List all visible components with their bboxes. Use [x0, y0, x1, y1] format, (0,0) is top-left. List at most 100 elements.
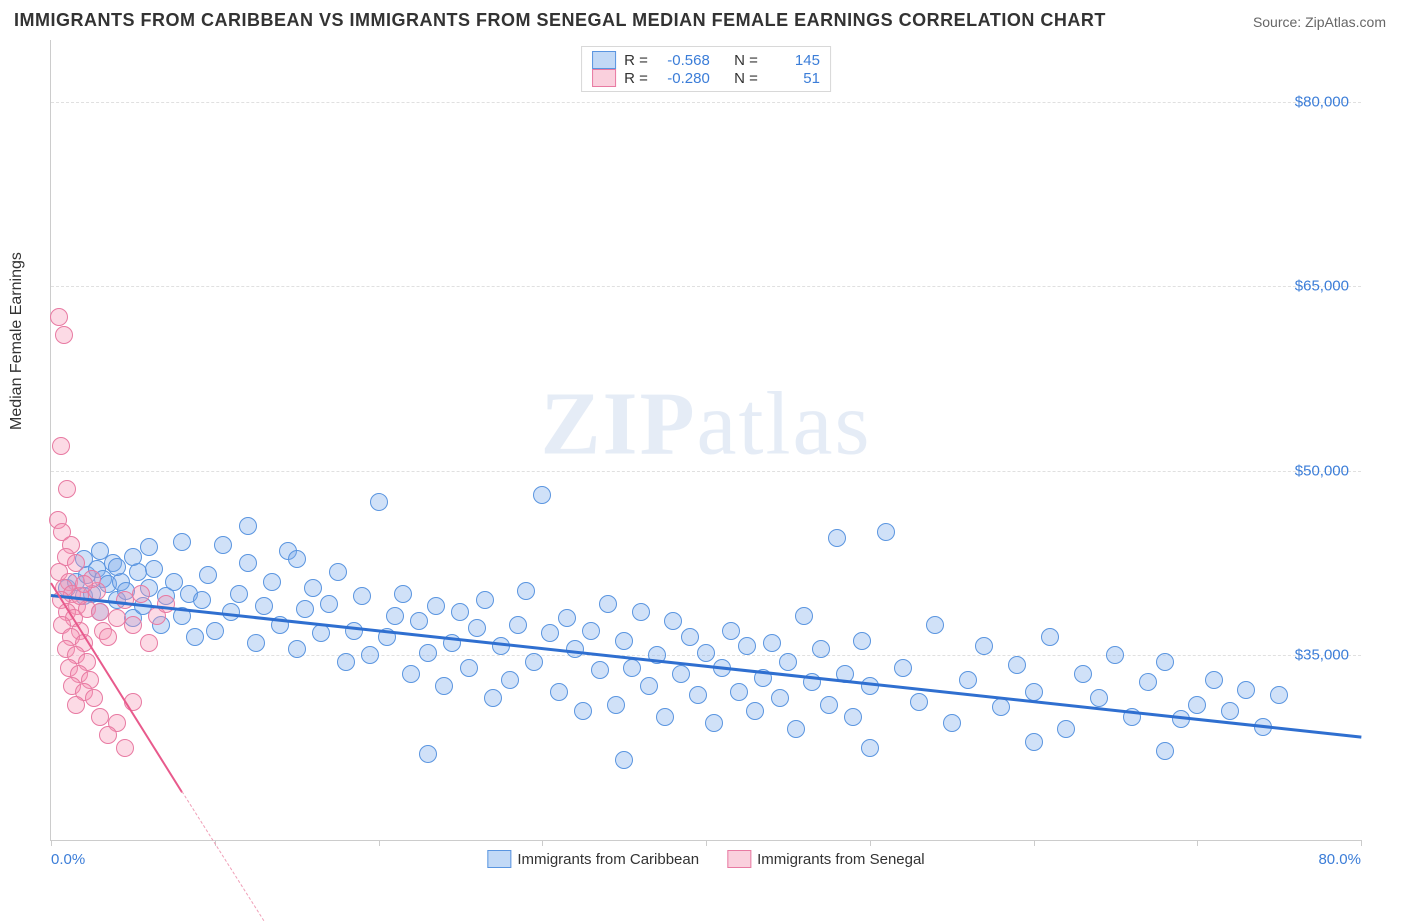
data-point	[484, 689, 502, 707]
data-point	[853, 632, 871, 650]
data-point	[640, 677, 658, 695]
legend-label-senegal: Immigrants from Senegal	[757, 851, 925, 868]
data-point	[1221, 702, 1239, 720]
data-point	[812, 640, 830, 658]
data-point	[296, 600, 314, 618]
data-point	[787, 720, 805, 738]
data-point	[239, 517, 257, 535]
data-point	[1156, 653, 1174, 671]
data-point	[67, 696, 85, 714]
data-point	[230, 585, 248, 603]
legend-item-senegal: Immigrants from Senegal	[727, 850, 925, 868]
data-point	[116, 591, 134, 609]
data-point	[861, 739, 879, 757]
data-point	[795, 607, 813, 625]
data-point	[394, 585, 412, 603]
data-point	[607, 696, 625, 714]
data-point	[1156, 742, 1174, 760]
data-point	[975, 637, 993, 655]
data-point	[124, 616, 142, 634]
data-point	[533, 486, 551, 504]
data-point	[1237, 681, 1255, 699]
data-point	[263, 573, 281, 591]
data-point	[959, 671, 977, 689]
y-tick-label: $65,000	[1295, 278, 1349, 295]
data-point	[402, 665, 420, 683]
y-tick-label: $50,000	[1295, 462, 1349, 479]
data-point	[1041, 628, 1059, 646]
data-point	[435, 677, 453, 695]
data-point	[386, 607, 404, 625]
data-point	[664, 612, 682, 630]
data-point	[1008, 656, 1026, 674]
data-point	[140, 538, 158, 556]
data-point	[67, 554, 85, 572]
data-point	[58, 480, 76, 498]
data-point	[108, 558, 126, 576]
correlation-legend: R = -0.568 N = 145 R = -0.280 N = 51	[581, 46, 831, 92]
series-legend: Immigrants from Caribbean Immigrants fro…	[487, 850, 924, 868]
data-point	[599, 595, 617, 613]
data-point	[140, 634, 158, 652]
data-point	[1057, 720, 1075, 738]
data-point	[99, 628, 117, 646]
data-point	[1106, 646, 1124, 664]
data-point	[460, 659, 478, 677]
data-point	[550, 683, 568, 701]
data-point	[55, 326, 73, 344]
data-point	[943, 714, 961, 732]
data-point	[206, 622, 224, 640]
legend-item-caribbean: Immigrants from Caribbean	[487, 850, 699, 868]
data-point	[877, 523, 895, 541]
data-point	[427, 597, 445, 615]
x-min-label: 0.0%	[51, 851, 85, 868]
swatch-blue	[592, 51, 616, 69]
data-point	[844, 708, 862, 726]
data-point	[361, 646, 379, 664]
data-point	[132, 585, 150, 603]
x-tick	[1034, 840, 1035, 846]
data-point	[468, 619, 486, 637]
data-point	[85, 689, 103, 707]
data-point	[91, 542, 109, 560]
data-point	[738, 637, 756, 655]
data-point	[312, 624, 330, 642]
data-point	[828, 529, 846, 547]
data-point	[199, 566, 217, 584]
data-point	[697, 644, 715, 662]
data-point	[910, 693, 928, 711]
data-point	[681, 628, 699, 646]
corr-row-senegal: R = -0.280 N = 51	[592, 69, 820, 87]
data-point	[145, 560, 163, 578]
data-point	[517, 582, 535, 600]
data-point	[820, 696, 838, 714]
data-point	[193, 591, 211, 609]
gridline	[51, 471, 1361, 472]
data-point	[591, 661, 609, 679]
gridline	[51, 102, 1361, 103]
data-point	[108, 609, 126, 627]
data-point	[329, 563, 347, 581]
n-label: N =	[734, 52, 758, 69]
data-point	[50, 308, 68, 326]
data-point	[705, 714, 723, 732]
chart-title: IMMIGRANTS FROM CARIBBEAN VS IMMIGRANTS …	[14, 10, 1106, 31]
data-point	[157, 595, 175, 613]
n-label: N =	[734, 70, 758, 87]
source-label: Source: ZipAtlas.com	[1253, 14, 1386, 30]
data-point	[75, 575, 93, 593]
data-point	[337, 653, 355, 671]
data-point	[255, 597, 273, 615]
data-point	[501, 671, 519, 689]
swatch-pink	[727, 850, 751, 868]
gridline	[51, 286, 1361, 287]
data-point	[370, 493, 388, 511]
data-point	[419, 644, 437, 662]
data-point	[623, 659, 641, 677]
data-point	[1188, 696, 1206, 714]
data-point	[525, 653, 543, 671]
data-point	[124, 548, 142, 566]
data-point	[1090, 689, 1108, 707]
data-point	[353, 587, 371, 605]
data-point	[779, 653, 797, 671]
